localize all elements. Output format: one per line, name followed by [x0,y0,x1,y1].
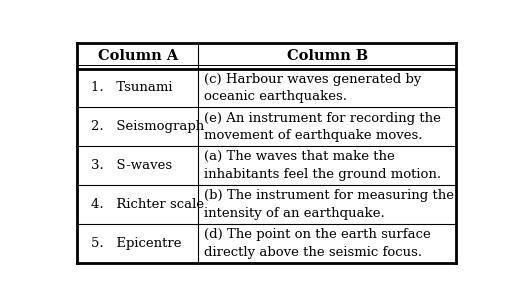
Text: Column B: Column B [287,49,368,63]
Text: (e) An instrument for recording the
movement of earthquake moves.: (e) An instrument for recording the move… [203,112,440,142]
Text: 2.   Seismograph: 2. Seismograph [91,120,204,133]
Text: (c) Harbour waves generated by
oceanic earthquakes.: (c) Harbour waves generated by oceanic e… [203,73,421,103]
Text: 3.   S-waves: 3. S-waves [91,159,172,172]
Text: 4.   Richter scale: 4. Richter scale [91,198,204,211]
Text: Column A: Column A [98,49,178,63]
Text: 1.   Tsunami: 1. Tsunami [91,82,173,95]
Text: (a) The waves that make the
inhabitants feel the ground motion.: (a) The waves that make the inhabitants … [203,150,440,181]
Text: 5.   Epicentre: 5. Epicentre [91,237,181,250]
Text: (b) The instrument for measuring the
intensity of an earthquake.: (b) The instrument for measuring the int… [203,189,453,220]
Text: (d) The point on the earth surface
directly above the seismic focus.: (d) The point on the earth surface direc… [203,228,431,258]
